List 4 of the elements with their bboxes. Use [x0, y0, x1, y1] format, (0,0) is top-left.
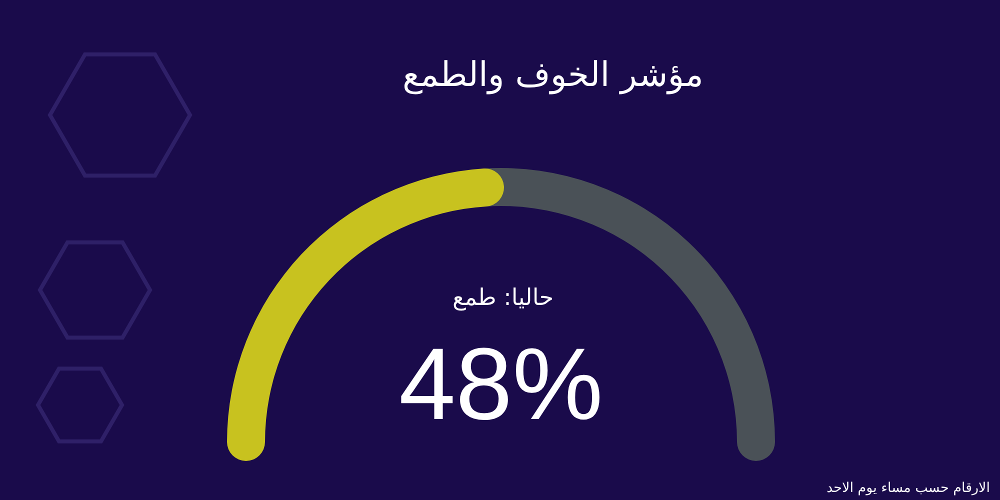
text: حاليا: طمع	[452, 285, 554, 311]
chart-title: مؤشر الخوف والطمع	[402, 55, 704, 95]
text: الارقام حسب مساء يوم الاحد	[826, 480, 990, 496]
data-label: 48%	[398, 327, 604, 441]
